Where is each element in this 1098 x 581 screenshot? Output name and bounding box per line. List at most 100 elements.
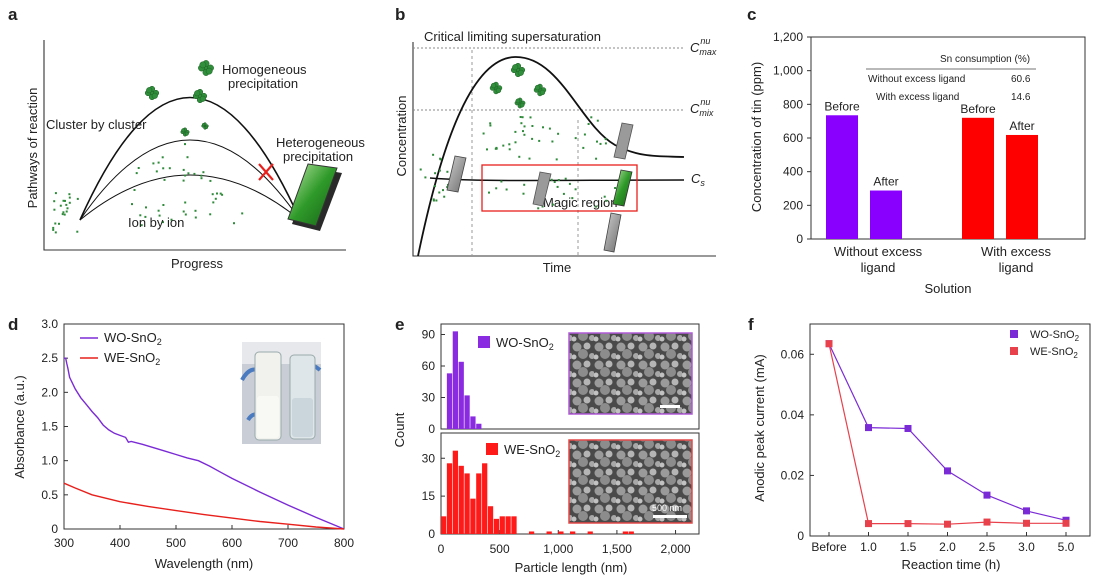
panel-e-ylabel: Count bbox=[392, 412, 407, 447]
ion-dot bbox=[590, 116, 593, 119]
panel-e-top-frame bbox=[440, 323, 700, 430]
cluster-particle bbox=[184, 131, 189, 136]
f-xtick-label: 2.5 bbox=[979, 540, 996, 554]
f-ytick-label: 0.02 bbox=[781, 468, 805, 482]
cluster-icons-b bbox=[489, 62, 547, 109]
series-line-wo-sno2 bbox=[64, 357, 345, 530]
e-xtick-label: 1,000 bbox=[543, 542, 573, 556]
ion-dot bbox=[489, 124, 492, 127]
ion-dot bbox=[555, 158, 558, 161]
ion-dot bbox=[521, 116, 524, 119]
cluster-particle bbox=[201, 122, 206, 127]
c-ytick-label: 1,000 bbox=[773, 64, 803, 78]
ion-dot bbox=[508, 143, 511, 146]
homogeneous-label-2: precipitation bbox=[228, 76, 298, 91]
ion-dot bbox=[562, 192, 565, 195]
ion-dot bbox=[184, 143, 186, 146]
cluster-by-cluster-label: Cluster by cluster bbox=[46, 117, 147, 132]
cluster-particle bbox=[199, 61, 207, 69]
cluster-particle bbox=[515, 98, 521, 104]
cluster-particle bbox=[539, 89, 546, 96]
ion-dot bbox=[557, 179, 560, 181]
ion-dot bbox=[202, 171, 205, 174]
d-ytick-label: 2.0 bbox=[41, 385, 58, 399]
ion-dot bbox=[139, 214, 142, 217]
d-ytick-label: 2.5 bbox=[41, 351, 58, 365]
cmax-label: Cnu max bbox=[690, 36, 717, 57]
cluster-particle bbox=[519, 102, 525, 108]
bar-label: After bbox=[1009, 119, 1034, 133]
panel-a-ylabel: Pathways of reaction bbox=[25, 88, 40, 209]
cluster-particle bbox=[181, 128, 186, 133]
panel-c: c 0 200 400 600 800 1,000 1,200 Before After Bef… bbox=[747, 5, 1086, 296]
c-ytick-label: 200 bbox=[783, 198, 803, 212]
ion-dot bbox=[61, 213, 64, 216]
ion-dot bbox=[184, 174, 187, 177]
panel-d-ylabel: Absorbance (a.u.) bbox=[12, 375, 27, 478]
scale-bar-label: 500 nm bbox=[652, 503, 682, 513]
ion-dot bbox=[582, 146, 585, 149]
ion-dot bbox=[596, 119, 599, 122]
sem-image-wo bbox=[568, 332, 693, 415]
ion-dot bbox=[63, 213, 66, 216]
bar-label: Before bbox=[960, 102, 996, 116]
f-xtick-label: 1.0 bbox=[860, 540, 877, 554]
ion-dot bbox=[528, 157, 531, 160]
f-ytick-label: 0 bbox=[797, 529, 804, 543]
f-xtick-label: Before bbox=[811, 540, 847, 554]
cluster-particle bbox=[199, 95, 206, 102]
e-bottom-bar bbox=[628, 531, 634, 534]
legend-d-wo: WO-SnO2 bbox=[104, 330, 162, 347]
legend-e-we: WE-SnO2 bbox=[504, 442, 560, 459]
d-ytick-label: 1.5 bbox=[41, 420, 58, 434]
ion-dot bbox=[163, 178, 166, 181]
ion-dot bbox=[529, 116, 532, 119]
ion-dot bbox=[523, 125, 526, 128]
pathway-curve-cluster bbox=[79, 96, 301, 221]
ion-dot bbox=[548, 127, 551, 130]
panel-b: b Critical limiting supersaturation Conc… bbox=[394, 5, 717, 275]
ion-dot bbox=[505, 188, 508, 191]
e-bottom-ytick-label: 0 bbox=[428, 527, 435, 541]
cluster-particle bbox=[204, 125, 209, 130]
d-ytick-label: 0.5 bbox=[41, 488, 58, 502]
green-substrate-b-icon bbox=[612, 169, 633, 207]
legend-e-wo-swatch bbox=[478, 336, 490, 348]
ion-dot bbox=[221, 193, 224, 196]
d-xtick-label: 300 bbox=[54, 536, 74, 550]
magic-region-label: Magic region bbox=[543, 195, 617, 210]
ion-dot bbox=[520, 122, 523, 125]
supersaturation-curve bbox=[417, 56, 685, 257]
panel-f-ylabel: Anodic peak current (mA) bbox=[752, 354, 767, 501]
e-top-ytick-label: 60 bbox=[422, 359, 436, 373]
ion-dot bbox=[432, 199, 435, 202]
ion-dot bbox=[599, 142, 602, 145]
e-bottom-bar bbox=[441, 516, 447, 534]
ion-dot bbox=[53, 200, 56, 203]
ion-dot bbox=[488, 191, 490, 194]
e-xtick-label: 2,000 bbox=[661, 542, 691, 556]
ion-dot bbox=[519, 116, 522, 118]
ion-dot bbox=[551, 203, 554, 206]
ion-dot bbox=[514, 141, 517, 144]
ion-dot bbox=[486, 148, 488, 151]
ion-dot bbox=[65, 210, 68, 213]
panel-b-xlabel: Time bbox=[543, 260, 571, 275]
ion-dot bbox=[133, 189, 136, 191]
ion-dot bbox=[574, 137, 577, 140]
point-wo-sno2 bbox=[944, 467, 951, 475]
d-xtick-label: 500 bbox=[166, 536, 186, 550]
cluster-icon bbox=[144, 85, 160, 101]
e-bottom-bar bbox=[446, 463, 453, 534]
c-ytick-label: 1,200 bbox=[773, 30, 803, 44]
e-top-ytick-label: 0 bbox=[428, 422, 435, 436]
ion-dot bbox=[523, 183, 526, 186]
panel-e-xlabel: Particle length (nm) bbox=[515, 560, 628, 575]
ion-dot bbox=[419, 168, 422, 171]
ion-dot bbox=[571, 197, 574, 200]
ion-dot bbox=[523, 133, 526, 136]
ion-dot bbox=[184, 213, 187, 216]
ion-dot bbox=[604, 142, 607, 145]
e-top-bar bbox=[452, 331, 458, 429]
